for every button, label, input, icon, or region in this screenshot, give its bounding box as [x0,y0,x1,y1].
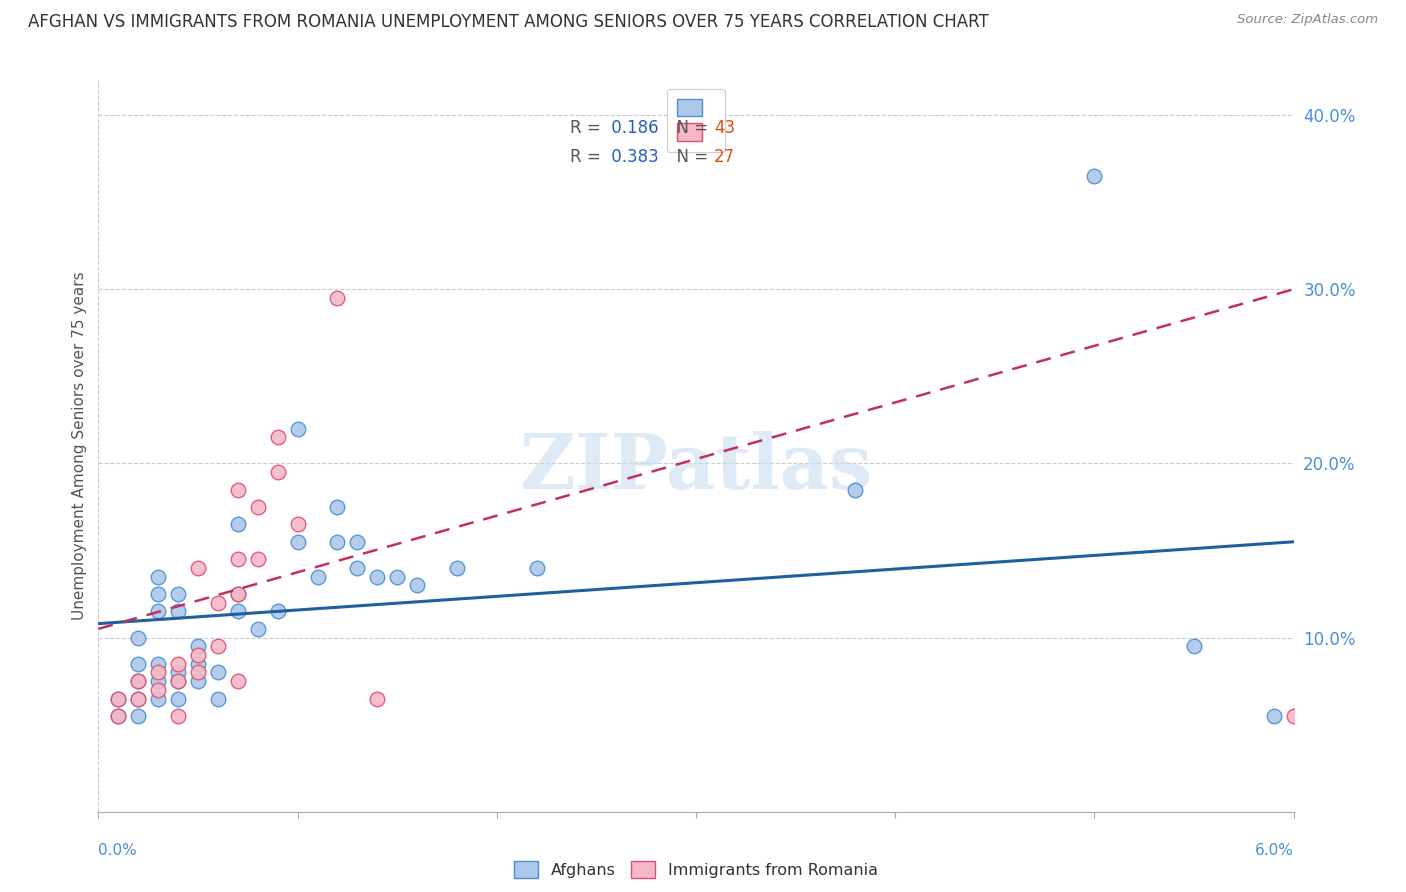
Point [226,552,249,566]
Point [107,691,129,706]
Point [307,569,329,583]
Point [366,691,388,706]
Point [526,561,548,575]
Point [226,587,249,601]
Point [406,578,429,592]
Point [148,665,170,680]
Text: N =: N = [666,148,713,166]
Point [187,665,209,680]
Point [246,552,269,566]
Point [207,691,229,706]
Point [1182,640,1205,654]
Point [267,430,290,444]
Point [226,674,249,689]
Point [346,534,368,549]
Point [207,596,229,610]
Text: ZIPatlas: ZIPatlas [519,431,873,505]
Point [326,291,349,305]
Point [187,640,209,654]
Point [107,691,129,706]
Point [226,517,249,532]
Text: R =: R = [571,119,606,136]
Point [148,604,170,618]
Text: 0.0%: 0.0% [98,843,138,858]
Point [287,421,309,435]
Point [107,709,129,723]
Point [1282,709,1305,723]
Point [127,709,149,723]
Point [226,604,249,618]
Point [346,561,368,575]
Point [167,657,190,671]
Point [127,691,149,706]
Point [187,561,209,575]
Point [148,674,170,689]
Point [1083,169,1105,183]
Point [246,500,269,514]
Point [127,674,149,689]
Text: AFGHAN VS IMMIGRANTS FROM ROMANIA UNEMPLOYMENT AMONG SENIORS OVER 75 YEARS CORRE: AFGHAN VS IMMIGRANTS FROM ROMANIA UNEMPL… [28,13,988,31]
Point [1263,709,1285,723]
Point [267,604,290,618]
Point [148,569,170,583]
Point [127,657,149,671]
Point [167,587,190,601]
Point [187,674,209,689]
Point [226,483,249,497]
Point [107,709,129,723]
Point [207,665,229,680]
Point [844,483,866,497]
Y-axis label: Unemployment Among Seniors over 75 years: Unemployment Among Seniors over 75 years [72,272,87,620]
Point [326,534,349,549]
Text: 0.383: 0.383 [606,148,659,166]
Point [385,569,409,583]
Point [127,691,149,706]
Point [207,640,229,654]
Point [246,622,269,636]
Point [167,709,190,723]
Point [446,561,468,575]
Point [167,691,190,706]
Point [148,657,170,671]
Point [148,587,170,601]
Point [148,682,170,697]
Legend: Afghans, Immigrants from Romania: Afghans, Immigrants from Romania [508,855,884,884]
Point [167,674,190,689]
Point [167,665,190,680]
Point [366,569,388,583]
Point [326,500,349,514]
Point [187,657,209,671]
Point [167,674,190,689]
Point [127,631,149,645]
Text: Source: ZipAtlas.com: Source: ZipAtlas.com [1237,13,1378,27]
Point [267,465,290,479]
Text: N =: N = [666,119,713,136]
Text: R =: R = [571,148,606,166]
Text: 27: 27 [714,148,735,166]
Point [226,587,249,601]
Text: 0.186: 0.186 [606,119,659,136]
Point [287,517,309,532]
Point [167,604,190,618]
Text: 6.0%: 6.0% [1254,843,1294,858]
Point [148,691,170,706]
Text: 43: 43 [714,119,735,136]
Point [187,648,209,662]
Point [287,534,309,549]
Point [127,674,149,689]
